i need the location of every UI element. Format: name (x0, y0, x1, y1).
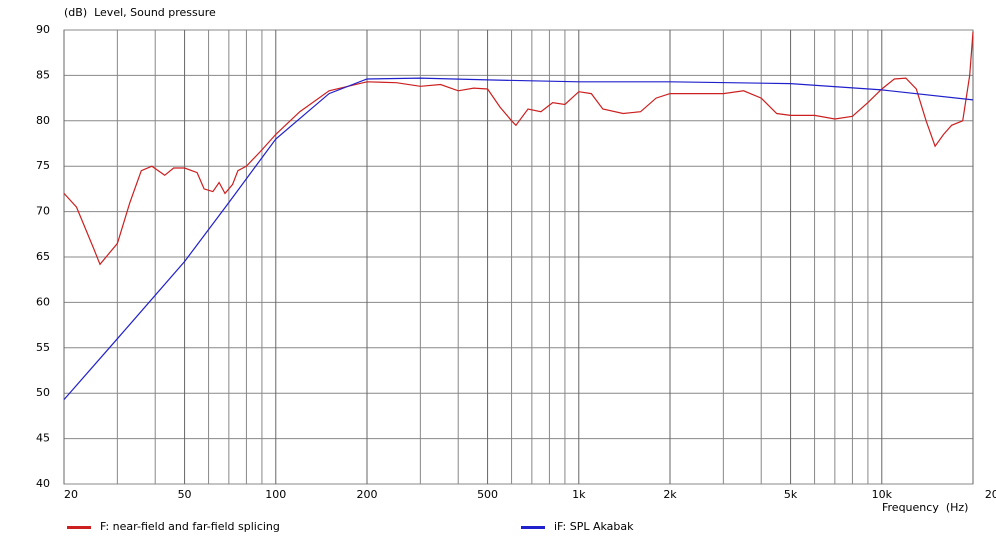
legend-label: F: near-field and far-field splicing (100, 520, 280, 533)
x-tick-label: 20k (985, 488, 996, 501)
y-tick-label: 60 (36, 295, 50, 308)
series-line (63, 31, 974, 266)
x-tick-label: 5k (784, 488, 798, 501)
x-tick-label: 2k (663, 488, 677, 501)
legend-swatch (521, 526, 545, 529)
y-tick-label: 55 (36, 341, 50, 354)
legend-swatch (67, 526, 91, 529)
x-tick-label: 500 (477, 488, 498, 501)
x-tick-label: 50 (178, 488, 192, 501)
y-tick-label: 85 (36, 68, 50, 81)
x-tick-label: 200 (357, 488, 378, 501)
x-tick-label: 100 (265, 488, 286, 501)
series-line (63, 77, 974, 400)
legend-label: iF: SPL Akabak (554, 520, 634, 533)
x-tick-label: 1k (572, 488, 586, 501)
x-tick-label: 20 (64, 488, 78, 501)
y-tick-label: 80 (36, 114, 50, 127)
x-tick-label: 10k (872, 488, 893, 501)
x-axis-label: Frequency (Hz) (882, 501, 968, 514)
y-tick-label: 50 (36, 386, 50, 399)
y-tick-label: 70 (36, 205, 50, 218)
y-tick-label: 40 (36, 477, 50, 490)
y-tick-label: 75 (36, 159, 50, 172)
y-tick-label: 65 (36, 250, 50, 263)
y-tick-label: 45 (36, 432, 50, 445)
chart-title: (dB) Level, Sound pressure (64, 6, 216, 19)
y-tick-label: 90 (36, 23, 50, 36)
